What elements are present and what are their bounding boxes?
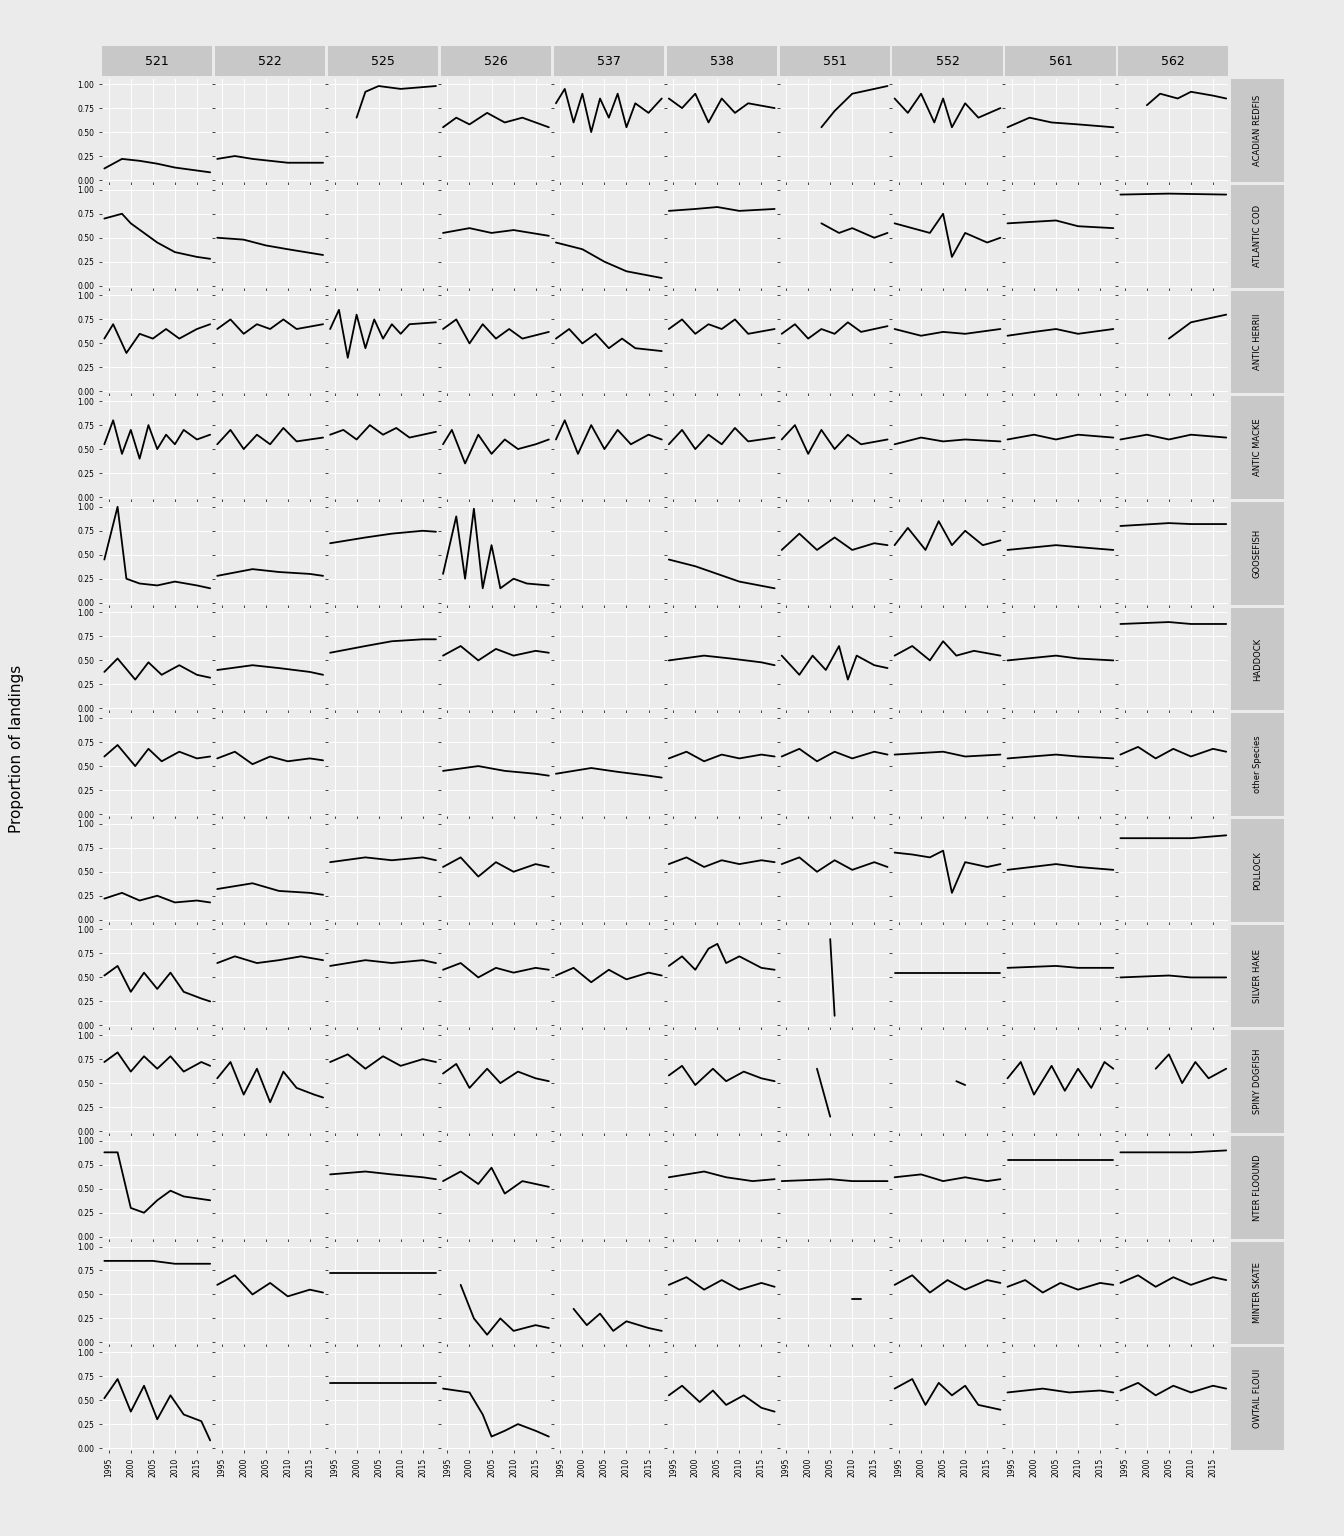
Text: 522: 522 bbox=[258, 55, 282, 68]
Text: ACADIAN REDFIS: ACADIAN REDFIS bbox=[1253, 95, 1262, 166]
Text: 552: 552 bbox=[935, 55, 960, 68]
Text: Proportion of landings: Proportion of landings bbox=[8, 665, 24, 833]
Text: 521: 521 bbox=[145, 55, 169, 68]
Text: HADDOCK: HADDOCK bbox=[1253, 637, 1262, 680]
Text: 538: 538 bbox=[710, 55, 734, 68]
Text: GOOSEFISH: GOOSEFISH bbox=[1253, 528, 1262, 578]
Text: ANTIC MACKE: ANTIC MACKE bbox=[1253, 419, 1262, 476]
Text: 537: 537 bbox=[597, 55, 621, 68]
Text: NTER FLOOUND: NTER FLOOUND bbox=[1253, 1154, 1262, 1221]
Text: 562: 562 bbox=[1161, 55, 1185, 68]
Text: OWTAIL FLOUI: OWTAIL FLOUI bbox=[1253, 1369, 1262, 1428]
Text: other Species: other Species bbox=[1253, 736, 1262, 794]
Text: 526: 526 bbox=[484, 55, 508, 68]
Text: MINTER SKATE: MINTER SKATE bbox=[1253, 1263, 1262, 1324]
Text: ATLANTIC COD: ATLANTIC COD bbox=[1253, 206, 1262, 267]
Text: 551: 551 bbox=[823, 55, 847, 68]
Text: 525: 525 bbox=[371, 55, 395, 68]
Text: POLLOCK: POLLOCK bbox=[1253, 851, 1262, 889]
Text: SILVER HAKE: SILVER HAKE bbox=[1253, 949, 1262, 1003]
Text: ANTIC HERRII: ANTIC HERRII bbox=[1253, 313, 1262, 370]
Text: SPINY DOGFISH: SPINY DOGFISH bbox=[1253, 1049, 1262, 1115]
Text: 561: 561 bbox=[1048, 55, 1073, 68]
